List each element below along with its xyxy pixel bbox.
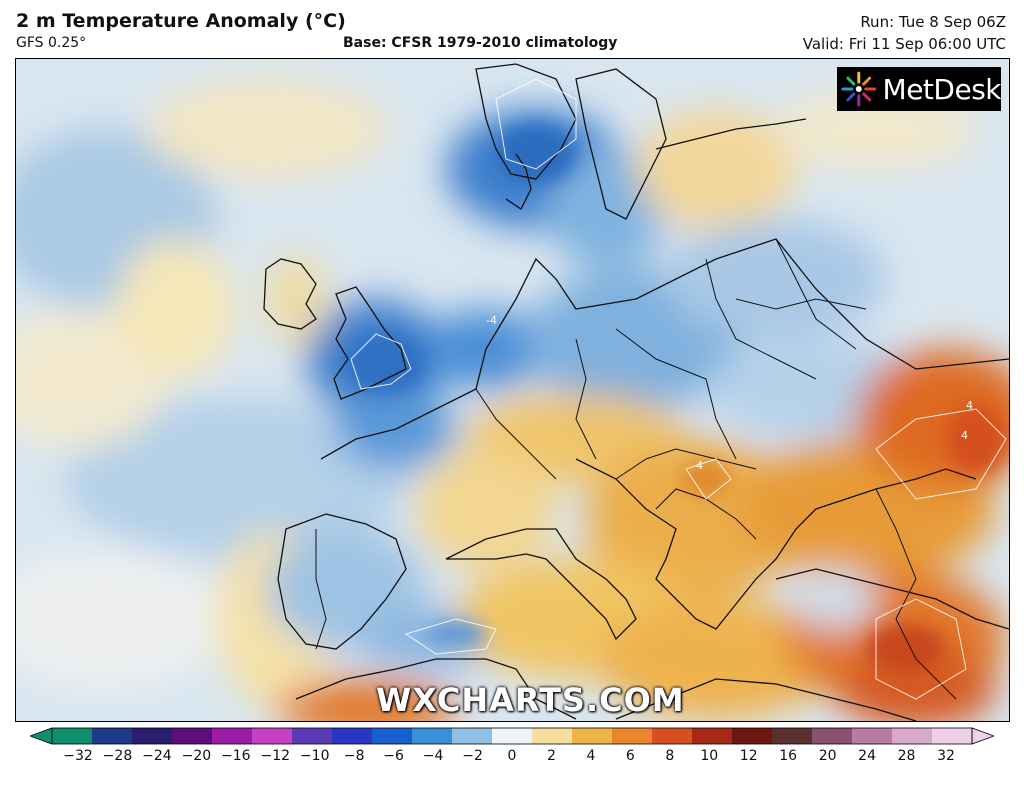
legend-tick-label: 24 [858, 748, 876, 764]
legend-color-cell [892, 728, 933, 744]
legend-tick-label: 16 [779, 748, 798, 764]
legend-color-cell [372, 728, 413, 744]
legend-color-cell [172, 728, 213, 744]
watermark: WXCHARTS.COM [376, 681, 685, 719]
legend-tick-label: −32 [63, 748, 93, 764]
contour-label-c: 4 [961, 429, 968, 442]
legend-color-cell [812, 728, 853, 744]
run-time: Run: Tue 8 Sep 06Z [860, 13, 1006, 31]
legend-tick-label: 32 [937, 748, 955, 764]
sunburst-icon [841, 71, 877, 107]
contour-label-a: -4 [486, 314, 497, 327]
legend-tick-label: −16 [221, 748, 251, 764]
legend-tick-label: −24 [142, 748, 172, 764]
logo-text: MetDesk [882, 72, 1002, 106]
legend-tick-label: −2 [462, 748, 483, 764]
map-title: 2 m Temperature Anomaly (°C) [16, 10, 346, 32]
legend-color-cell [132, 728, 173, 744]
legend-tick-label: 2 [546, 748, 556, 764]
legend-color-cell [692, 728, 733, 744]
legend-tick-label: 0 [507, 748, 517, 764]
legend-color-cell [92, 728, 133, 744]
legend-tick-label: −28 [102, 748, 133, 764]
legend-max-triangle [971, 727, 994, 745]
legend-color-cell [292, 728, 333, 744]
legend-tick-label: 12 [739, 748, 758, 764]
legend-color-cell [732, 728, 773, 744]
legend-color-cell [492, 728, 533, 744]
legend-color-cell [572, 728, 613, 744]
legend-color-cell [932, 728, 973, 744]
legend-tick-label: −12 [260, 748, 291, 764]
contour-label-b: 4 [966, 399, 973, 412]
legend-color-cell [52, 728, 93, 744]
legend-tick-label: −8 [343, 748, 365, 764]
legend-color-cell [452, 728, 493, 744]
legend-color-cell [532, 728, 573, 744]
anomaly-field-detail [346, 124, 1006, 674]
color-legend-bar [30, 727, 994, 745]
metdesk-logo: MetDesk [837, 67, 1002, 111]
legend-frame [51, 727, 973, 745]
legend-color-cell [652, 728, 693, 744]
legend-color-cell [252, 728, 293, 744]
legend-tick-label: −6 [383, 748, 404, 764]
legend-color-cell [332, 728, 373, 744]
legend-tick-label: 8 [665, 748, 675, 764]
legend-color-cell [772, 728, 813, 744]
legend-tick-label: −4 [422, 748, 444, 764]
contour-label-d: 4 [696, 459, 703, 472]
anomaly-contours [350, 78, 1007, 700]
valid-time: Valid: Fri 11 Sep 06:00 UTC [802, 35, 1006, 53]
legend-color-cell [852, 728, 893, 744]
legend-tick-label: −10 [299, 748, 330, 764]
legend-tick-label: 10 [700, 748, 719, 764]
legend-color-cell [612, 728, 653, 744]
climatology-base: Base: CFSR 1979-2010 climatology [343, 35, 618, 51]
color-legend-ticks: −32 −28 −24 −20 −16 −12 −10 −8 −6 −4 −2 0 2 4 6 8 10 12 16… [0, 748, 1024, 772]
color-legend-cells [30, 727, 994, 745]
legend-tick-label: 4 [586, 748, 596, 764]
legend-tick-label: −20 [181, 748, 212, 764]
legend-color-cell [212, 728, 253, 744]
anomaly-map-canvas: -4 4 4 4 [16, 59, 1009, 721]
legend-tick-label: 20 [818, 748, 837, 764]
model-name: GFS 0.25° [16, 35, 87, 51]
anomaly-map: -4 4 4 4 MetDesk WXCHARTS.COM [15, 58, 1010, 722]
legend-tick-label: 6 [625, 748, 635, 764]
legend-tick-label: 28 [897, 748, 916, 764]
legend-min-triangle [30, 727, 53, 745]
legend-color-cell [412, 728, 453, 744]
